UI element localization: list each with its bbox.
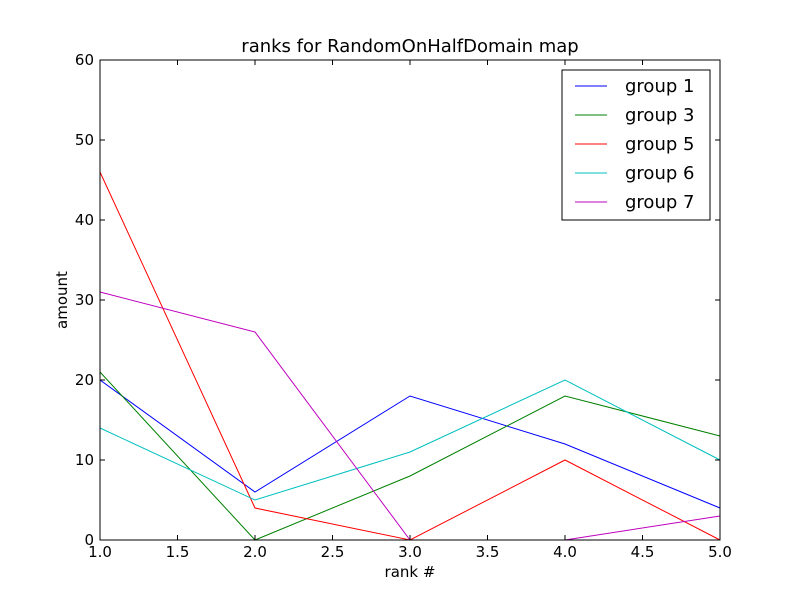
legend-label: group 3 bbox=[625, 105, 694, 126]
x-tick-label: 2.0 bbox=[243, 543, 267, 561]
y-tick-label: 0 bbox=[84, 531, 94, 549]
x-tick-label: 3.0 bbox=[398, 543, 422, 561]
series-line-1 bbox=[99, 379, 721, 509]
chart-title: ranks for RandomOnHalfDomain map bbox=[241, 36, 578, 57]
y-tick-label: 20 bbox=[75, 371, 94, 389]
x-tick-label: 3.5 bbox=[476, 543, 500, 561]
legend-label: group 7 bbox=[625, 192, 694, 213]
x-tick-label: 4.0 bbox=[553, 543, 577, 561]
series-line-2 bbox=[99, 371, 721, 541]
legend-label: group 6 bbox=[625, 163, 694, 184]
legend-label: group 5 bbox=[625, 134, 694, 155]
y-tick-label: 60 bbox=[75, 51, 94, 69]
x-tick-label: 2.5 bbox=[321, 543, 345, 561]
tick-layer: 1.0 1.5 2.0 2.5 3.0 3.5 4.0 4.5 5.0 0 10 20 30 40 50 60 bbox=[75, 51, 732, 561]
x-tick-label: 1.5 bbox=[166, 543, 190, 561]
series-line-4 bbox=[99, 379, 721, 501]
x-tick-label: 1.0 bbox=[88, 543, 112, 561]
legend-frame bbox=[561, 69, 711, 221]
x-tick-label: 5.0 bbox=[708, 543, 732, 561]
legend: group 1 group 3 group 5 group 6 group 7 bbox=[561, 69, 711, 221]
x-axis-label: rank # bbox=[385, 563, 436, 581]
y-axis-label: amount bbox=[53, 271, 71, 329]
y-tick-label: 40 bbox=[75, 211, 94, 229]
x-tick-label: 4.5 bbox=[631, 543, 655, 561]
y-tick-label: 10 bbox=[75, 451, 94, 469]
y-tick-label: 50 bbox=[75, 131, 94, 149]
y-tick-label: 30 bbox=[75, 291, 94, 309]
legend-label: group 1 bbox=[625, 76, 694, 97]
